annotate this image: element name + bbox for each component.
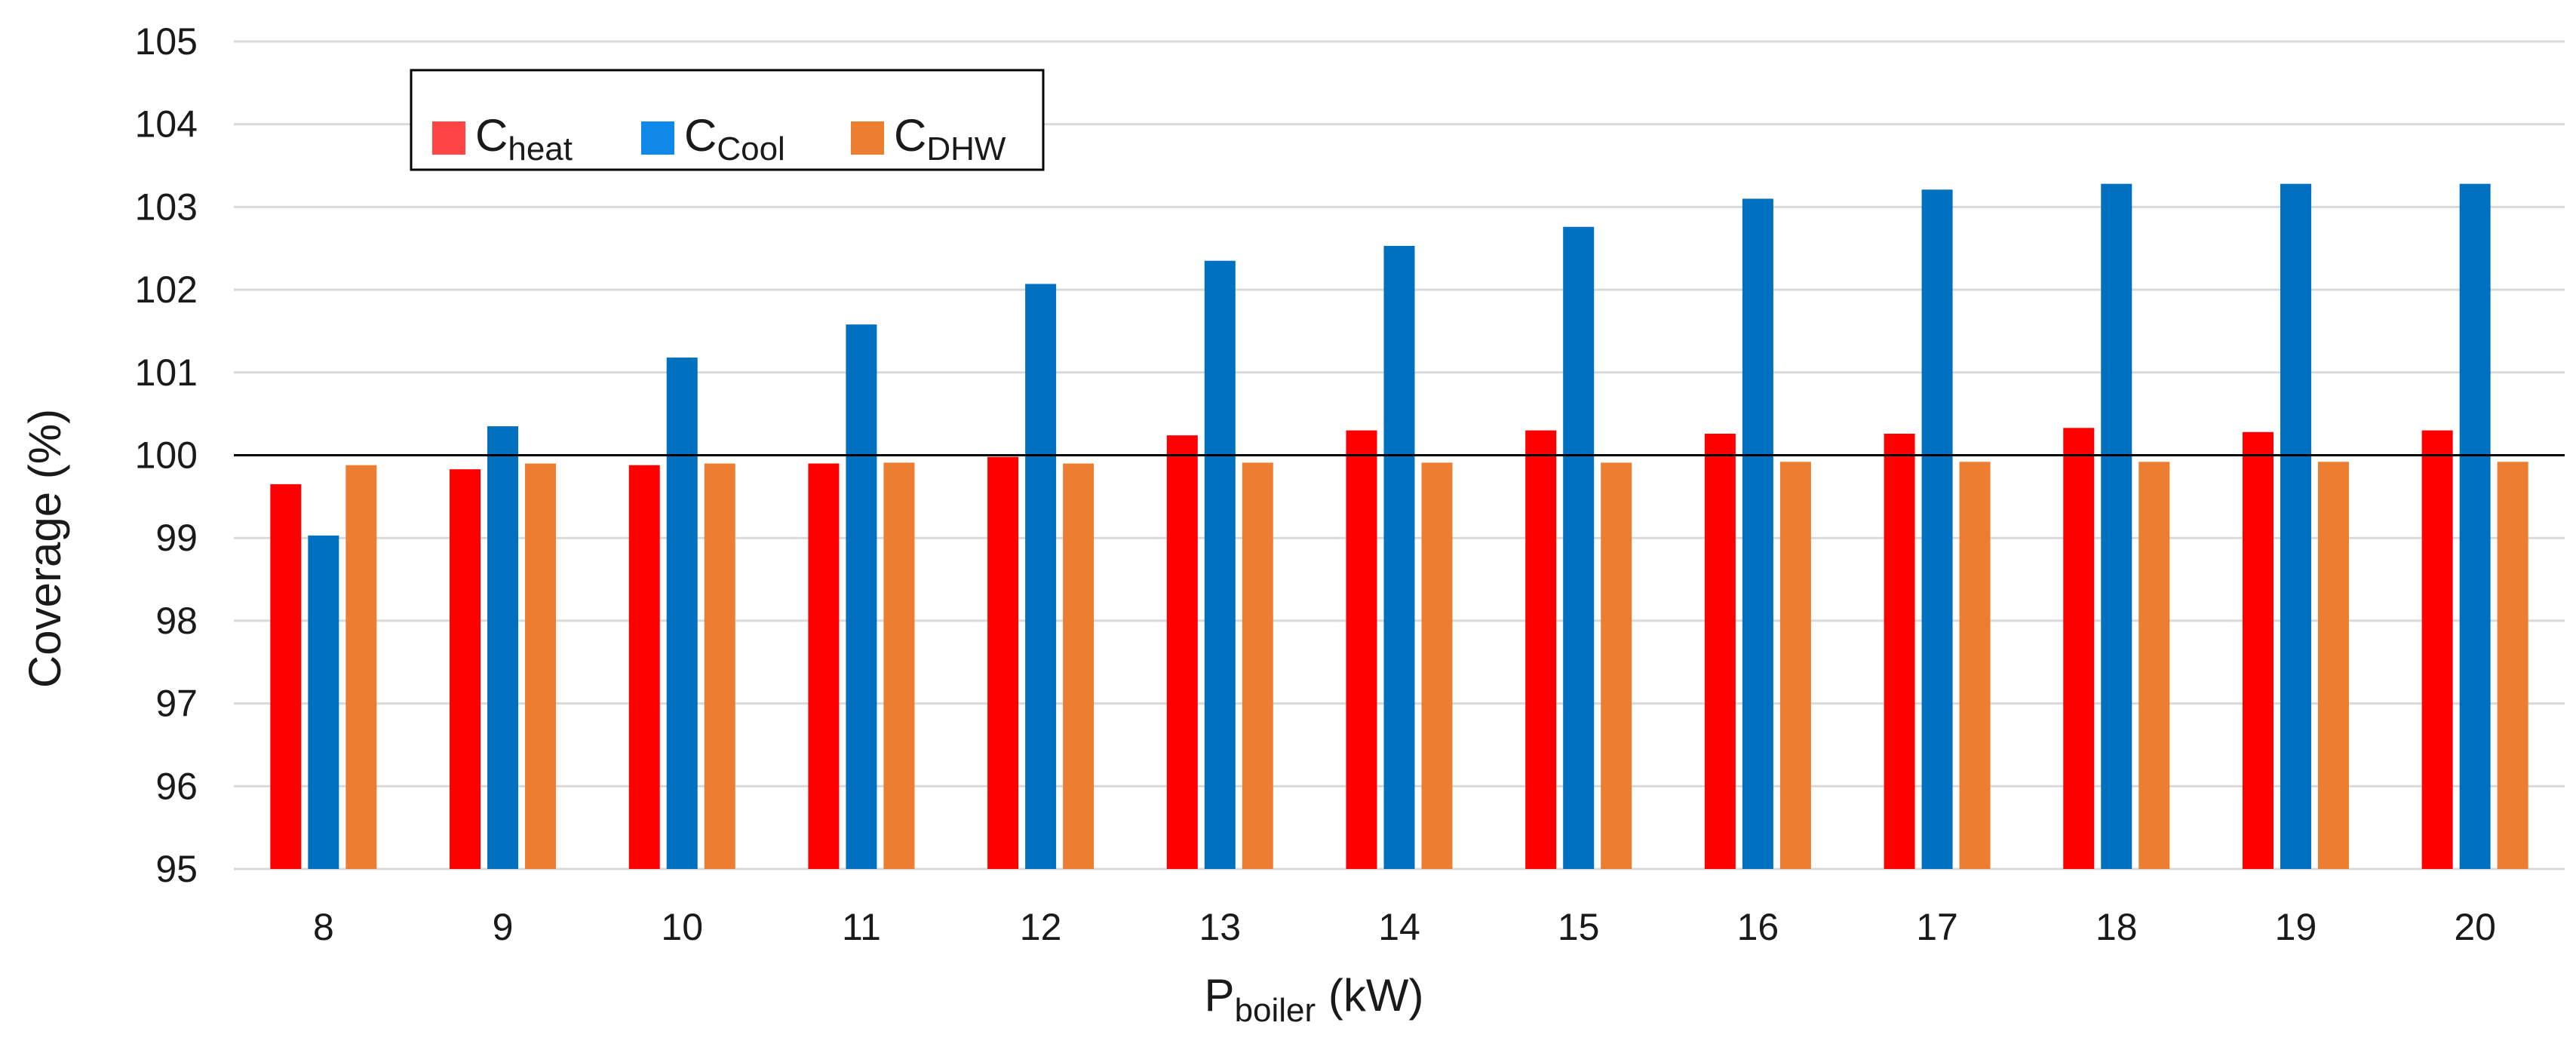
x-tick-label-17: 17 [1916, 906, 1958, 948]
x-tick-label-10: 10 [661, 906, 703, 948]
x-tick-label-13: 13 [1199, 906, 1241, 948]
bar-cool-20 [2459, 183, 2491, 869]
bar-dhw-15 [1601, 462, 1632, 869]
bar-dhw-14 [1421, 462, 1453, 869]
bar-cool-8 [308, 535, 339, 869]
bar-dhw-18 [2138, 462, 2170, 869]
bar-dhw-19 [2317, 462, 2349, 869]
bar-dhw-11 [883, 462, 915, 869]
x-tick-label-18: 18 [2095, 906, 2138, 948]
bar-cool-17 [1921, 189, 1953, 869]
y-tick-label-101: 101 [135, 352, 198, 394]
y-tick-label-103: 103 [135, 186, 198, 228]
x-tick-label-19: 19 [2275, 906, 2317, 948]
bar-dhw-10 [704, 463, 735, 869]
x-tick-label-8: 8 [313, 906, 334, 948]
bar-heat-12 [987, 456, 1019, 869]
y-tick-labels: 95 96 97 98 99 100 101 102 103 104 105 [135, 20, 198, 890]
bar-heat-18 [2063, 428, 2095, 869]
bar-heat-8 [270, 484, 302, 869]
bar-cool-14 [1383, 245, 1415, 870]
legend: Cheat CCool CDHW [410, 69, 1045, 171]
x-tick-label-12: 12 [1020, 906, 1062, 948]
bar-heat-11 [808, 463, 840, 869]
x-tick-label-20: 20 [2454, 906, 2496, 948]
bar-heat-19 [2242, 431, 2274, 869]
y-axis-title: Coverage (%) [20, 409, 70, 688]
y-tick-label-96: 96 [155, 765, 198, 807]
legend-label-cool: CCool [684, 110, 785, 167]
y-tick-label-98: 98 [155, 600, 198, 642]
legend-label-heat: Cheat [475, 110, 573, 167]
bar-heat-15 [1525, 430, 1557, 869]
bar-heat-10 [628, 465, 660, 869]
x-tick-label-14: 14 [1378, 906, 1420, 948]
bar-cool-11 [846, 324, 877, 869]
bar-dhw-17 [1959, 462, 1991, 869]
legend-swatch-heat [432, 121, 465, 155]
bar-cool-13 [1204, 260, 1236, 870]
y-tick-label-104: 104 [135, 103, 198, 146]
x-axis-title-main: P [1205, 970, 1235, 1021]
x-tick-labels: 8 9 10 11 12 13 14 15 16 17 18 19 20 [313, 906, 2496, 948]
bar-cool-16 [1742, 198, 1773, 869]
legend-swatch-dhw [851, 121, 884, 155]
bar-heat-9 [450, 469, 481, 869]
x-tick-label-9: 9 [493, 906, 514, 948]
bar-dhw-8 [345, 465, 377, 869]
bar-dhw-13 [1242, 462, 1273, 869]
bar-dhw-16 [1779, 462, 1811, 869]
y-tick-label-97: 97 [155, 683, 198, 725]
x-tick-label-11: 11 [842, 906, 881, 948]
y-tick-label-102: 102 [135, 269, 198, 311]
x-tick-label-15: 15 [1558, 906, 1600, 948]
bar-cool-18 [2101, 183, 2132, 869]
bar-heat-16 [1704, 433, 1736, 869]
x-axis-title-sub: boiler [1235, 992, 1316, 1029]
x-tick-label-16: 16 [1737, 906, 1779, 948]
y-tick-label-100: 100 [135, 434, 198, 477]
bar-cool-19 [2280, 183, 2311, 869]
x-axis-title: Pboiler (kW) [1205, 970, 1424, 1029]
bar-cool-9 [487, 426, 519, 869]
y-tick-label-99: 99 [155, 517, 198, 559]
legend-label-dhw: CDHW [894, 110, 1006, 167]
y-tick-label-105: 105 [135, 20, 198, 63]
legend-swatch-cool [641, 121, 674, 155]
bar-heat-13 [1166, 435, 1198, 869]
bar-dhw-9 [525, 463, 557, 869]
bar-dhw-12 [1063, 463, 1095, 869]
bar-cool-10 [666, 358, 698, 870]
bar-dhw-20 [2497, 462, 2528, 869]
bar-heat-17 [1884, 433, 1915, 869]
bar-cool-12 [1025, 284, 1057, 869]
x-axis-title-unit: (kW) [1316, 970, 1423, 1021]
bar-heat-14 [1346, 430, 1377, 869]
legend-box [410, 69, 1045, 171]
y-tick-label-95: 95 [155, 848, 198, 890]
bars [270, 183, 2528, 870]
bar-heat-20 [2421, 430, 2453, 869]
bar-cool-15 [1563, 226, 1595, 869]
